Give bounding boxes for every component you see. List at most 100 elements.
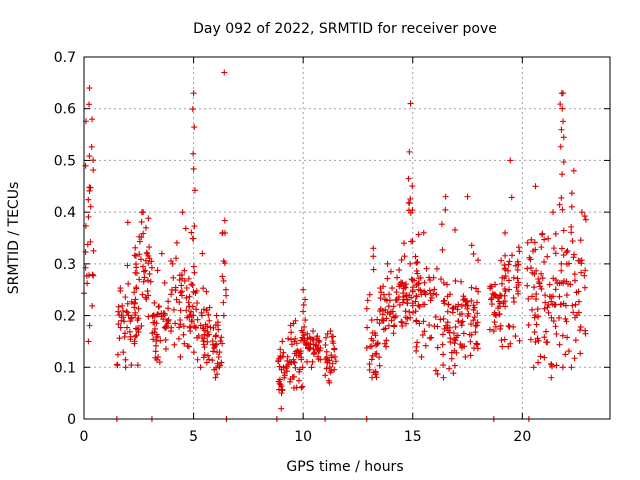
data-point	[467, 352, 474, 359]
data-point	[120, 307, 127, 314]
data-point	[331, 346, 338, 353]
data-point	[414, 270, 421, 277]
data-point	[505, 322, 512, 329]
axis-ticks	[83, 56, 610, 420]
data-point	[462, 301, 469, 308]
data-point	[418, 353, 425, 360]
data-point	[552, 286, 559, 293]
data-point	[492, 323, 499, 330]
data-point	[545, 235, 552, 242]
data-point	[90, 247, 97, 254]
data-point	[389, 285, 396, 292]
data-point	[434, 371, 441, 378]
x-tick-label: 15	[404, 429, 422, 445]
data-point	[542, 292, 549, 299]
data-point	[508, 194, 515, 201]
data-point	[505, 267, 512, 274]
data-point	[290, 373, 297, 380]
data-point	[298, 327, 305, 334]
data-point	[135, 315, 142, 322]
data-point	[220, 277, 227, 284]
data-point	[530, 284, 537, 291]
data-point	[564, 247, 571, 254]
data-point	[458, 319, 465, 326]
data-point	[502, 266, 509, 273]
data-point	[310, 336, 317, 343]
data-point	[394, 274, 401, 281]
data-point	[317, 356, 324, 363]
y-tick-label: 0	[67, 412, 76, 428]
data-point	[176, 272, 183, 279]
data-point	[412, 253, 419, 260]
data-point	[560, 159, 567, 166]
data-point	[317, 345, 324, 352]
data-point	[373, 350, 380, 357]
data-point	[366, 361, 373, 368]
data-point	[331, 366, 338, 373]
data-point	[180, 331, 187, 338]
data-point	[488, 296, 495, 303]
data-point	[409, 183, 416, 190]
data-point	[535, 359, 542, 366]
data-point	[386, 297, 393, 304]
data-point	[204, 323, 211, 330]
data-point	[557, 101, 564, 108]
y-tick-label: 0.5	[54, 153, 76, 169]
data-point	[183, 307, 190, 314]
data-point	[442, 193, 449, 200]
data-point	[186, 343, 193, 350]
data-point	[550, 209, 557, 216]
data-point	[328, 333, 335, 340]
data-point	[132, 312, 139, 319]
data-point	[413, 259, 420, 266]
data-point	[437, 276, 444, 283]
data-point	[155, 303, 162, 310]
data-point	[471, 304, 478, 311]
data-point	[84, 241, 91, 248]
data-point	[277, 346, 284, 353]
data-point	[470, 250, 477, 257]
data-point	[471, 314, 478, 321]
data-point	[146, 244, 153, 251]
data-point	[407, 260, 414, 267]
data-point	[211, 344, 218, 351]
data-point	[380, 283, 387, 290]
data-point	[194, 334, 201, 341]
data-point	[157, 337, 164, 344]
data-point	[515, 281, 522, 288]
data-point	[368, 343, 375, 350]
data-point	[524, 239, 531, 246]
data-point	[136, 276, 143, 283]
data-point	[445, 301, 452, 308]
data-point	[279, 338, 286, 345]
data-point	[560, 252, 567, 259]
data-point	[428, 334, 435, 341]
data-point	[322, 334, 329, 341]
data-point	[404, 315, 411, 322]
data-point	[552, 230, 559, 237]
data-point	[437, 316, 444, 323]
data-point	[182, 225, 189, 232]
data-point	[124, 324, 131, 331]
data-point	[552, 276, 559, 283]
data-point	[515, 290, 522, 297]
data-point	[326, 364, 333, 371]
data-point	[556, 293, 563, 300]
data-point	[570, 309, 577, 316]
y-tick-label: 0.6	[54, 102, 76, 118]
data-point	[548, 360, 555, 367]
data-point	[548, 314, 555, 321]
y-tick-label: 0.1	[54, 360, 76, 376]
data-point	[89, 271, 96, 278]
data-point	[366, 366, 373, 373]
data-point	[541, 236, 548, 243]
data-point	[539, 275, 546, 282]
data-point	[298, 356, 305, 363]
data-point	[458, 278, 465, 285]
data-point	[380, 317, 387, 324]
data-point	[412, 298, 419, 305]
data-point	[553, 330, 560, 337]
data-point	[181, 267, 188, 274]
data-point	[552, 301, 559, 308]
data-point	[506, 258, 513, 265]
